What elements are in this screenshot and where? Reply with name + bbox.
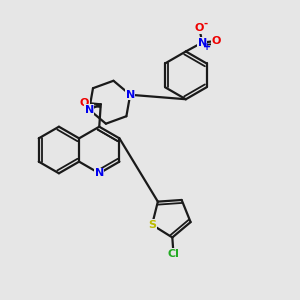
Text: +: + bbox=[203, 42, 211, 52]
Text: N: N bbox=[94, 168, 104, 178]
Text: S: S bbox=[148, 220, 156, 230]
Text: N: N bbox=[125, 90, 135, 100]
Text: Cl: Cl bbox=[167, 249, 179, 259]
Text: O: O bbox=[80, 98, 89, 108]
Text: -: - bbox=[203, 19, 207, 29]
Text: N: N bbox=[198, 38, 207, 47]
Text: O: O bbox=[212, 36, 221, 46]
Text: O: O bbox=[195, 23, 204, 33]
Text: N: N bbox=[85, 105, 94, 115]
